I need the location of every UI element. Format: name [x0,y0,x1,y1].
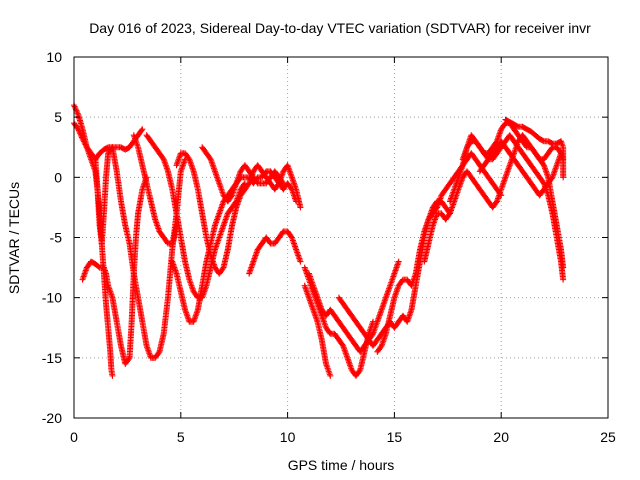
data-point [558,150,565,157]
series-arc9 [199,144,287,205]
series-arc10 [246,228,304,277]
data-point [139,126,146,133]
series-arc4 [92,144,189,361]
data-point [433,205,440,212]
data-point [159,155,166,162]
data-points [71,102,567,379]
data-point [395,258,402,265]
data-point [72,104,79,111]
data-point [279,179,286,186]
data-point [288,233,295,240]
y-tick-label: 0 [54,169,62,185]
y-tick-label: -20 [42,410,62,426]
data-point [77,131,84,138]
data-point [219,265,226,272]
y-tick-label: -10 [42,290,62,306]
data-point [78,133,85,140]
data-point [297,204,304,211]
data-point [125,356,132,363]
data-point [77,130,84,137]
data-point [356,368,363,375]
data-point [560,276,567,283]
grid-lines [74,57,608,418]
y-tick-label: 10 [46,49,62,65]
data-point [76,128,83,135]
series-arc3 [79,174,150,367]
x-tick-label: 15 [387,429,403,445]
data-point [74,109,81,116]
data-point [78,134,85,141]
series-arc8 [173,150,304,277]
data-point [206,155,213,162]
data-point [79,135,86,142]
data-point [339,341,346,348]
axis-ticks [73,56,609,419]
series-arc12 [301,282,334,379]
series-arc5 [130,132,180,247]
data-point [81,140,88,147]
data-point [228,193,235,200]
data-point [297,258,304,265]
series-arc1 [71,102,116,379]
data-point [109,372,116,379]
chart-title: Day 016 of 2023, Sidereal Day-to-day VTE… [89,20,591,36]
x-tick-label: 20 [493,429,509,445]
data-point [74,110,81,117]
data-point [369,331,376,338]
data-point [540,179,547,186]
data-point [82,141,89,148]
data-point [71,103,78,110]
data-point [245,181,252,188]
y-tick-label: -5 [50,230,63,246]
x-tick-label: 10 [280,429,296,445]
data-point [155,350,162,357]
data-point [280,180,287,187]
data-point [377,344,384,351]
data-point [138,127,145,134]
x-tick-label: 0 [70,429,78,445]
data-point [80,137,87,144]
data-point [560,174,567,181]
y-tick-label: 5 [54,109,62,125]
x-tick-label: 5 [177,429,185,445]
data-point [75,126,82,133]
data-point [327,372,334,379]
series-arc13 [305,258,402,355]
data-point [548,175,555,182]
y-tick-labels: -20 -15 -10 -5 0 5 10 [42,49,62,426]
y-axis-label: SDTVAR / TECUs [6,182,22,294]
series-arc20 [476,138,565,199]
data-point [275,181,282,188]
data-point [75,127,82,134]
series-arc15 [374,150,505,355]
y-tick-label: -15 [42,350,62,366]
x-axis-label: GPS time / hours [288,457,395,473]
data-point [540,161,547,168]
x-tick-label: 25 [600,429,616,445]
data-point [493,199,500,206]
data-point [446,211,453,218]
x-tick-labels: 0 5 10 15 20 25 [70,429,616,445]
data-point [80,138,87,145]
data-point [185,155,192,162]
